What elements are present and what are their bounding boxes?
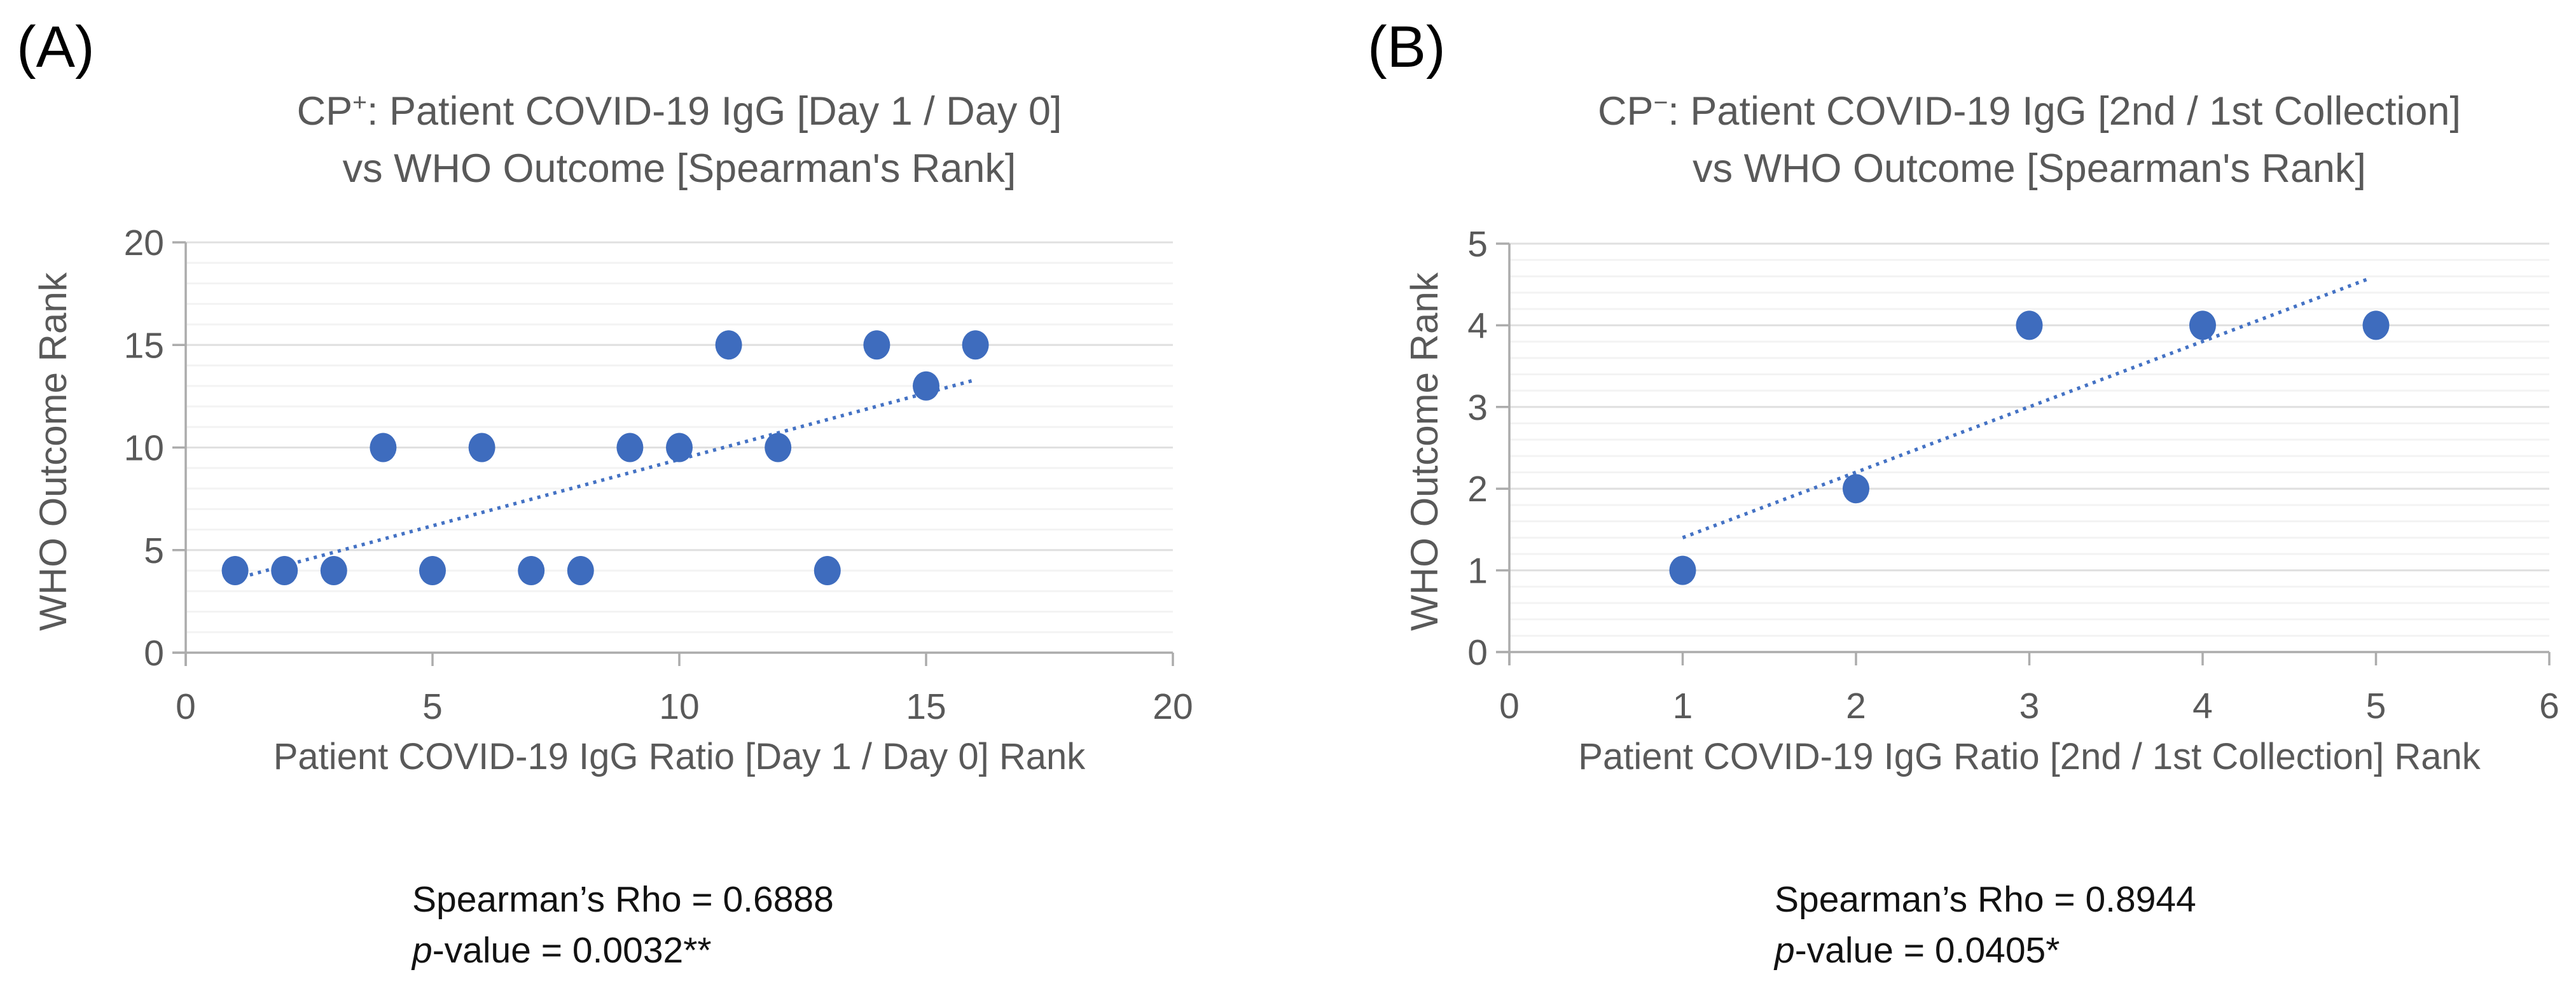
data-point xyxy=(2189,310,2216,340)
y-tick-label: 1 xyxy=(1467,551,1488,592)
trendline xyxy=(1682,276,2372,539)
data-point xyxy=(2016,310,2043,340)
chart-a-p-value: p-value = 0.0032** xyxy=(412,930,712,971)
data-point xyxy=(567,556,594,585)
x-tick-label: 6 xyxy=(2539,686,2559,726)
chart-b-stats: Spearman’s Rho = 0.8944 p-value = 0.0405… xyxy=(1775,874,2196,976)
chart-a-stats: Spearman’s Rho = 0.6888 p-value = 0.0032… xyxy=(412,874,834,976)
chart-b-spearman-rho: Spearman’s Rho = 0.8944 xyxy=(1775,879,2196,920)
y-tick-label: 4 xyxy=(1467,305,1488,346)
y-tick-label: 10 xyxy=(124,428,164,469)
data-point xyxy=(814,556,841,585)
trendline xyxy=(249,378,976,577)
data-point xyxy=(1843,474,1869,504)
panel-a-label: (A) xyxy=(17,15,95,80)
chart-b-title-line1: CP−: Patient COVID-19 IgG [2nd / 1st Col… xyxy=(1598,89,2461,134)
chart-b-p-value: p-value = 0.0405* xyxy=(1775,930,2060,971)
panel-b-label: (B) xyxy=(1368,15,1446,80)
x-tick-label: 4 xyxy=(2192,686,2213,726)
chart-b-y-axis-title: WHO Outcome Rank xyxy=(1403,272,1446,631)
chart-b-title: CP−: Patient COVID-19 IgG [2nd / 1st Col… xyxy=(1509,83,2549,197)
data-point xyxy=(715,330,742,360)
data-point xyxy=(370,433,397,462)
data-point xyxy=(765,433,792,462)
y-tick-label: 15 xyxy=(124,325,164,366)
x-tick-label: 3 xyxy=(2019,686,2040,726)
data-point xyxy=(913,371,939,401)
chart-b-x-axis-title: Patient COVID-19 IgG Ratio [2nd / 1st Co… xyxy=(1578,736,2481,777)
data-point xyxy=(2362,310,2390,340)
chart-a-spearman-rho: Spearman’s Rho = 0.6888 xyxy=(412,879,834,920)
y-tick-label: 5 xyxy=(144,531,164,571)
chart-a-title-superscript: + xyxy=(352,89,367,116)
x-tick-label: 5 xyxy=(2366,686,2386,726)
data-point xyxy=(271,556,298,585)
chart-b-title-line2: vs WHO Outcome [Spearman's Rank] xyxy=(1693,146,2366,191)
y-tick-label: 2 xyxy=(1467,469,1488,510)
x-tick-label: 1 xyxy=(1673,686,1693,726)
y-tick-label: 0 xyxy=(144,633,164,674)
x-tick-label: 5 xyxy=(422,686,443,727)
x-tick-label: 10 xyxy=(659,686,699,727)
data-point xyxy=(666,433,693,462)
chart-a-title-line2: vs WHO Outcome [Spearman's Rank] xyxy=(342,146,1016,191)
x-tick-label: 0 xyxy=(1499,686,1520,726)
data-point xyxy=(419,556,446,585)
data-point xyxy=(320,556,347,585)
chart-a-title-line1: CP+: Patient COVID-19 IgG [Day 1 / Day 0… xyxy=(296,89,1062,134)
data-point xyxy=(221,556,249,585)
y-tick-label: 5 xyxy=(1467,224,1488,265)
x-tick-label: 2 xyxy=(1846,686,1866,726)
data-point xyxy=(518,556,545,585)
x-tick-label: 15 xyxy=(906,686,946,727)
data-point xyxy=(616,433,644,462)
chart-b-plot: 0 1 2 3 4 5 0 1 2 3 4 5 6 xyxy=(1467,224,2559,726)
x-tick-label: 20 xyxy=(1153,686,1193,727)
chart-b-title-superscript: − xyxy=(1653,89,1668,116)
y-tick-label: 20 xyxy=(124,223,164,263)
chart-a-x-axis-title: Patient COVID-19 IgG Ratio [Day 1 / Day … xyxy=(273,736,1086,777)
chart-a-plot: 0 5 10 15 20 0 5 10 15 20 xyxy=(124,223,1193,727)
chart-a-y-axis-title: WHO Outcome Rank xyxy=(32,272,74,631)
data-point xyxy=(1669,555,1696,585)
y-tick-label: 0 xyxy=(1467,632,1488,673)
chart-a-title: CP+: Patient COVID-19 IgG [Day 1 / Day 0… xyxy=(186,83,1173,197)
data-point xyxy=(468,433,495,462)
data-point xyxy=(962,330,989,360)
x-tick-label: 0 xyxy=(176,686,196,727)
y-tick-label: 3 xyxy=(1467,387,1488,428)
data-point xyxy=(863,330,890,360)
